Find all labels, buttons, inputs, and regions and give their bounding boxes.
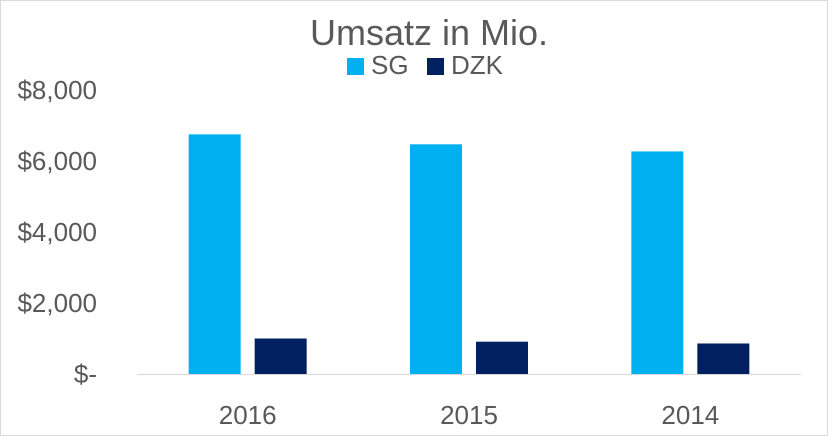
legend-swatch-dzk: [427, 58, 444, 75]
y-tick-label: $6,000: [17, 146, 97, 176]
bar-sg-2014: [631, 151, 684, 374]
y-axis: $- $2,000 $4,000 $6,000 $8,000: [17, 75, 97, 389]
y-tick-label: $4,000: [17, 217, 97, 247]
x-tick-label: 2014: [661, 400, 719, 430]
x-tick-label: 2015: [440, 400, 498, 430]
bar-sg-2015: [410, 144, 462, 374]
bar-dzk-2014: [697, 343, 750, 374]
bar-sg-2016: [188, 134, 241, 374]
bar-dzk-2016: [254, 338, 307, 374]
chart-title: Umsatz in Mio.: [310, 12, 548, 53]
x-tick-label: 2016: [219, 400, 277, 430]
bar-dzk-2015: [476, 341, 528, 374]
y-tick-label: $8,000: [17, 75, 97, 105]
legend-label-dzk: DZK: [451, 50, 504, 80]
x-axis: 2016 2015 2014: [219, 400, 720, 430]
y-tick-label: $-: [74, 359, 97, 389]
legend-swatch-sg: [347, 58, 364, 75]
legend-label-sg: SG: [371, 50, 409, 80]
bars: [188, 134, 750, 374]
y-tick-label: $2,000: [17, 288, 97, 318]
legend: SG DZK: [347, 50, 504, 80]
